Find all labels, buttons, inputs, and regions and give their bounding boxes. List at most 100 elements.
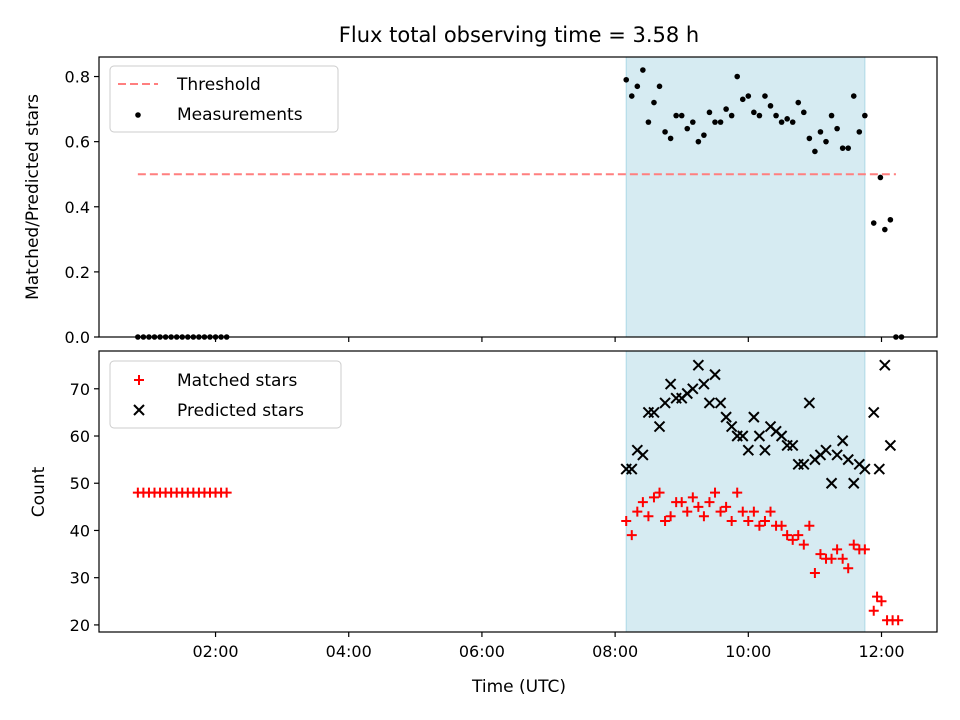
measurement-point <box>882 226 888 233</box>
measurement-point <box>773 112 779 119</box>
predicted-star-point <box>842 453 854 466</box>
ratio-y-tick-label: 0.2 <box>65 263 90 282</box>
matched-star-point <box>893 615 904 626</box>
ratio-y-axis: 0.0 0.2 0.4 0.6 0.8 <box>65 68 99 347</box>
predicted-star-point <box>787 439 799 452</box>
measurement-point <box>850 93 857 99</box>
ratio-y-tick-label: 0.6 <box>65 133 90 152</box>
measurements-legend-label: Measurements <box>177 105 303 125</box>
measurement-point <box>806 135 813 142</box>
count-x-tick-label: 06:00 <box>459 642 505 661</box>
count-y-tick-label: 20 <box>70 616 90 635</box>
measurements-legend-swatch <box>135 112 141 118</box>
measurement-point <box>723 106 729 112</box>
matched-star-point <box>876 596 887 607</box>
count-y-tick-label: 50 <box>70 474 90 493</box>
measurement-point <box>734 73 741 80</box>
measurement-point <box>712 119 718 125</box>
matched-star-point <box>809 567 820 578</box>
chart-title: Flux total observing time = 3.58 h <box>339 23 699 47</box>
matched-star-point <box>754 520 765 531</box>
count-legend-box <box>109 360 342 429</box>
matched-star-point <box>687 492 698 503</box>
observation-span-fill <box>626 351 865 632</box>
predicted-star-point <box>703 397 716 409</box>
matched-star-point <box>815 549 826 560</box>
matched-star-point <box>748 506 759 517</box>
measurement-point <box>662 129 668 135</box>
matched-star-point <box>793 530 804 541</box>
ratio-y-tick-label: 0.4 <box>65 198 90 217</box>
predicted-star-point <box>648 406 660 419</box>
matched-star-point <box>721 501 732 512</box>
ratio-y-tick-label: 0.0 <box>65 328 90 347</box>
predicted-star-point <box>820 444 832 456</box>
predicted-star-point <box>720 411 732 423</box>
measurement-point <box>690 119 696 125</box>
predicted-star-point <box>798 458 810 471</box>
predicted-star-point <box>859 463 871 475</box>
matched-star-point <box>843 563 854 574</box>
predicted-star-point <box>698 378 710 390</box>
measurement-point <box>706 109 713 116</box>
matched-star-point <box>837 553 848 564</box>
measurement-point <box>673 112 679 119</box>
count-y-axis-label: Count <box>29 466 49 517</box>
measurement-point <box>623 76 630 83</box>
x-axis-label: Time (UTC) <box>471 677 566 697</box>
matched-star-point <box>868 605 879 616</box>
matched-star-point <box>848 539 859 550</box>
measurement-point <box>767 103 774 109</box>
matched-star-point <box>782 530 793 541</box>
predicted-legend-swatch <box>133 404 145 416</box>
count-y-tick-label: 60 <box>70 427 90 446</box>
measurement-point <box>739 96 746 103</box>
matched-star-point <box>637 497 648 508</box>
measurement-point <box>645 119 652 125</box>
matched-star-point <box>832 544 843 555</box>
count-x-tick-label: 04:00 <box>326 642 372 661</box>
predicted-star-point <box>873 463 885 475</box>
predicted-star-point <box>692 359 705 371</box>
measurement-point <box>678 112 685 119</box>
predicted-star-point <box>753 430 766 442</box>
matched-star-point <box>743 516 754 527</box>
matched-star-point <box>776 520 787 531</box>
predicted-star-point <box>848 477 860 489</box>
predicted-star-point <box>709 368 721 381</box>
predicted-star-point <box>637 449 649 461</box>
observation-span <box>625 57 866 337</box>
matched-star-point <box>710 487 721 498</box>
ratio-y-tick-label: 0.8 <box>65 68 90 87</box>
count-y-axis: 20 30 40 50 60 70 <box>70 380 99 635</box>
measurement-point <box>634 83 641 90</box>
measurement-point <box>801 109 807 116</box>
measurement-point <box>823 138 829 145</box>
matched-star-point <box>643 511 654 522</box>
measurement-point <box>828 112 835 119</box>
measurement-point <box>887 216 894 223</box>
ratio-legend-box <box>109 65 339 133</box>
predicted-star-point <box>775 430 788 442</box>
measurement-point <box>845 145 852 151</box>
matched-star-point <box>759 516 770 527</box>
matched-star-point <box>654 487 665 498</box>
matched-star-point <box>676 497 687 508</box>
measurement-point <box>656 83 663 90</box>
measurement-point <box>728 112 735 119</box>
predicted-star-point <box>759 444 771 456</box>
matched-star-point <box>660 516 671 527</box>
matched-legend-label: Matched stars <box>177 371 297 391</box>
predicted-star-point <box>868 406 880 419</box>
count-y-tick-label: 70 <box>70 380 90 399</box>
count-panel-frame <box>98 350 938 633</box>
measurement-point <box>870 220 877 226</box>
predicted-star-point <box>687 383 699 395</box>
matched-legend-swatch <box>134 375 144 385</box>
measurement-point <box>812 148 818 155</box>
ratio-legend: Threshold Measurements <box>109 65 339 133</box>
measurement-point <box>834 125 840 132</box>
measurement-point <box>695 138 702 145</box>
measurement-point <box>877 174 884 181</box>
